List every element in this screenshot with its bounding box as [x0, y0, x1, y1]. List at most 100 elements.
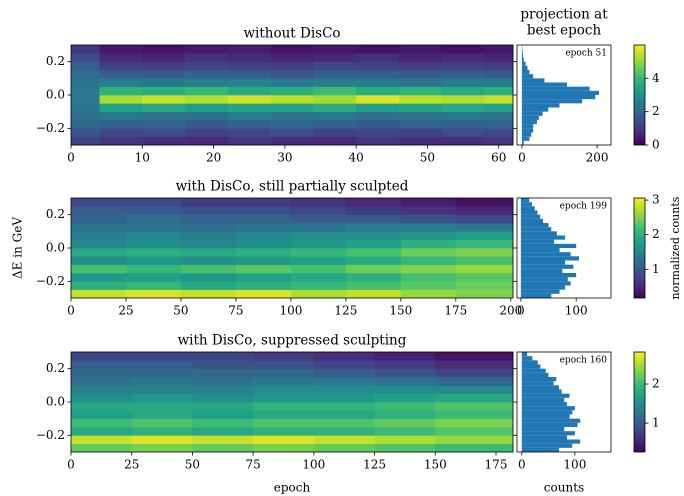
heatmap-cell — [313, 53, 357, 62]
hist-bar — [520, 223, 549, 228]
heatmap-cell — [290, 264, 347, 274]
heatmap-cell — [356, 120, 400, 129]
heatmap-cell — [71, 248, 127, 257]
heatmap-cell — [125, 231, 182, 240]
heatmap-cell — [313, 103, 357, 112]
x-tick-label: 50 — [173, 304, 188, 318]
heatmap-cell — [125, 198, 182, 207]
heatmap-cell — [374, 410, 436, 419]
x-tick-label: 125 — [363, 458, 386, 472]
heatmap-cell — [180, 248, 237, 257]
heatmap-cell — [71, 198, 127, 207]
heatmap-cell — [180, 256, 237, 265]
heatmap-cell — [435, 410, 514, 419]
heatmap-cell — [71, 223, 127, 232]
colorbar-tick-label: 0 — [652, 138, 660, 152]
hist-bar — [521, 364, 541, 369]
heatmap-cell — [441, 61, 485, 71]
hist-bar — [520, 239, 555, 244]
heatmap-cell — [484, 45, 514, 54]
heatmap-cell — [71, 45, 100, 54]
heatmap-cell — [441, 128, 485, 137]
heatmap-cell — [125, 256, 182, 265]
heatmap-cell — [455, 256, 514, 265]
x-tick-label: 200 — [499, 304, 522, 318]
heatmap-cell — [185, 128, 229, 137]
hist-bar — [521, 74, 534, 79]
heatmap-cell — [356, 128, 400, 137]
heatmap-cell — [398, 136, 443, 146]
heatmap-cell — [71, 393, 133, 403]
heatmap-cell — [356, 86, 400, 96]
colorbar-tick-label: 2 — [652, 104, 660, 118]
heatmap-cell — [253, 435, 315, 444]
heatmap-cell — [71, 385, 133, 394]
x-tick-label: 25 — [124, 458, 139, 472]
hist-bar — [520, 293, 552, 298]
heatmap-cell — [125, 248, 182, 257]
heatmap-cell — [455, 281, 514, 290]
heatmap-cell — [71, 443, 133, 453]
heatmap-cell — [374, 402, 436, 411]
heatmap-cell — [398, 45, 443, 54]
heatmap-cell — [253, 427, 315, 436]
heatmap-cell — [435, 435, 514, 444]
heatmap-cell — [345, 206, 402, 215]
heatmap-cell — [484, 70, 514, 79]
panel-title: without DisCo — [243, 26, 340, 42]
heatmap-cell — [192, 360, 254, 369]
heatmap-cell — [99, 45, 143, 54]
heatmap-cell — [313, 45, 357, 54]
heatmap-cell — [374, 435, 436, 444]
heatmap-cell — [185, 45, 229, 54]
heatmap-cell — [142, 103, 186, 112]
heatmap-cell — [185, 95, 229, 104]
hist-bar — [520, 198, 530, 203]
heatmap-cell — [270, 95, 314, 104]
hist-bar — [521, 439, 581, 444]
heatmap-cell — [400, 248, 457, 257]
heatmap-cell — [71, 214, 127, 224]
hist-bar — [521, 377, 557, 382]
heatmap-cell — [71, 402, 133, 411]
heatmap-cell — [71, 289, 127, 299]
heatmap-cell — [71, 206, 127, 215]
heatmap-cell — [125, 206, 182, 215]
heatmap-cell — [290, 239, 347, 249]
hist-bar — [521, 410, 573, 415]
heatmap-cell — [142, 70, 186, 79]
heatmap-cell — [125, 239, 182, 249]
heatmap-cell — [235, 231, 292, 240]
hist-bar — [521, 103, 560, 108]
heatmap-cell — [313, 385, 375, 394]
heatmap-cell — [227, 61, 271, 71]
heatmap-cell — [345, 223, 402, 232]
hist-bar — [520, 289, 560, 294]
hist-bar — [521, 422, 578, 427]
heatmap-cell — [180, 239, 237, 249]
heatmap-cell — [227, 120, 271, 129]
hist-bar — [520, 260, 566, 265]
hist-bar — [521, 435, 567, 440]
annotation: epoch 160 — [560, 356, 608, 366]
heatmap-cell — [290, 206, 347, 215]
heatmap-cell — [441, 103, 485, 112]
y-tick-label: 0.0 — [46, 88, 65, 102]
annotation: epoch 199 — [560, 202, 608, 212]
x-tick-label: 0 — [67, 304, 75, 318]
heatmap-cell — [142, 136, 186, 146]
heatmap-cell — [142, 53, 186, 62]
colorbar — [633, 44, 646, 146]
heatmap-cell — [71, 281, 127, 290]
heatmap-cell — [227, 86, 271, 96]
x-tick-label: 20 — [206, 151, 221, 165]
heatmap-cell — [99, 86, 143, 96]
hist-bar — [521, 368, 546, 373]
x-tick-label: 200 — [586, 151, 609, 165]
heatmap-cell — [227, 136, 271, 146]
x-tick-label: 150 — [424, 458, 447, 472]
heatmap-cell — [374, 443, 436, 453]
heatmap-cell — [235, 223, 292, 232]
colorbar-tick-label: 4 — [652, 71, 660, 85]
heatmap-cell — [192, 402, 254, 411]
